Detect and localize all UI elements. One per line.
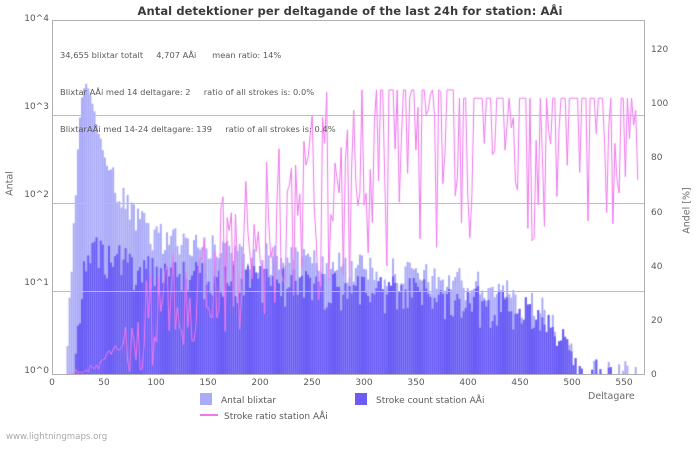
- legend-swatch-stroke-count: [355, 393, 367, 405]
- x-axis-tick-250: 250: [303, 378, 321, 388]
- y2-axis-tick-100: 100: [651, 99, 669, 109]
- annotation-line-3: BlixtarAÅi med 14-24 deltagare: 139 rati…: [60, 123, 336, 134]
- legend-label-antal-blixtar: Antal blixtar: [221, 396, 277, 406]
- x-axis-tick-500: 500: [563, 378, 581, 388]
- x-axis-tick-300: 300: [355, 378, 373, 388]
- x-axis-tick-550: 550: [615, 378, 633, 388]
- legend-item-antal-blixtar[interactable]: Antal blixtar: [200, 393, 276, 406]
- chart-legend: Antal blixtar Stroke count station AÅi S…: [0, 390, 700, 426]
- legend-label-stroke-ratio: Stroke ratio station AÅi: [224, 412, 328, 422]
- y-axis-title: Antal: [4, 171, 16, 196]
- y2-axis-tick-0: 0: [651, 370, 657, 380]
- annotation-block: 34,655 blixtar totalt 4,707 AÅi mean rat…: [60, 25, 490, 159]
- legend-swatch-antal-blixtar: [200, 393, 212, 405]
- footer-watermark: www.lightningmaps.org: [6, 432, 108, 442]
- annotation-line-2: Blixtar AÅi med 14 deltagare: 2 ratio of…: [60, 87, 315, 98]
- y-axis-tick-1e0: 10^0: [24, 366, 49, 376]
- y-axis-tick-1e4: 10^4: [24, 14, 49, 24]
- x-axis-tick-100: 100: [147, 378, 165, 388]
- x-axis-tick-150: 150: [199, 378, 217, 388]
- x-axis-tick-400: 400: [459, 378, 477, 388]
- legend-line-stroke-ratio: [200, 414, 218, 416]
- annotation-line-1: 34,655 blixtar totalt 4,707 AÅi mean rat…: [60, 50, 282, 61]
- x-axis-tick-50: 50: [98, 378, 110, 388]
- x-axis-tick-0: 0: [49, 378, 55, 388]
- gridline-1e2: [53, 203, 644, 204]
- y2-axis-tick-80: 80: [651, 153, 663, 163]
- y-axis-tick-1e3: 10^3: [24, 102, 49, 112]
- gridline-1e3: [53, 115, 644, 116]
- legend-label-stroke-count: Stroke count station AÅi: [376, 396, 485, 406]
- y2-axis-tick-60: 60: [651, 208, 663, 218]
- y2-axis-tick-120: 120: [651, 45, 669, 55]
- y-axis-tick-1e2: 10^2: [24, 190, 49, 200]
- y-axis-tick-1e1: 10^1: [24, 278, 49, 288]
- chart-canvas: [53, 21, 644, 374]
- x-axis-tick-450: 450: [511, 378, 529, 388]
- legend-item-stroke-count[interactable]: Stroke count station AÅi: [355, 393, 484, 406]
- y2-axis-title: Andel [%]: [681, 187, 693, 234]
- chart-title: Antal detektioner per deltagande of the …: [137, 4, 563, 18]
- x-axis-tick-350: 350: [407, 378, 425, 388]
- y2-axis-tick-20: 20: [651, 316, 663, 326]
- legend-item-stroke-ratio[interactable]: Stroke ratio station AÅi: [200, 412, 328, 422]
- y2-axis-tick-40: 40: [651, 262, 663, 272]
- plot-area: [52, 20, 645, 375]
- x-axis-tick-200: 200: [251, 378, 269, 388]
- x-axis-title: Deltagare: [588, 391, 635, 402]
- gridline-1e1: [53, 291, 644, 292]
